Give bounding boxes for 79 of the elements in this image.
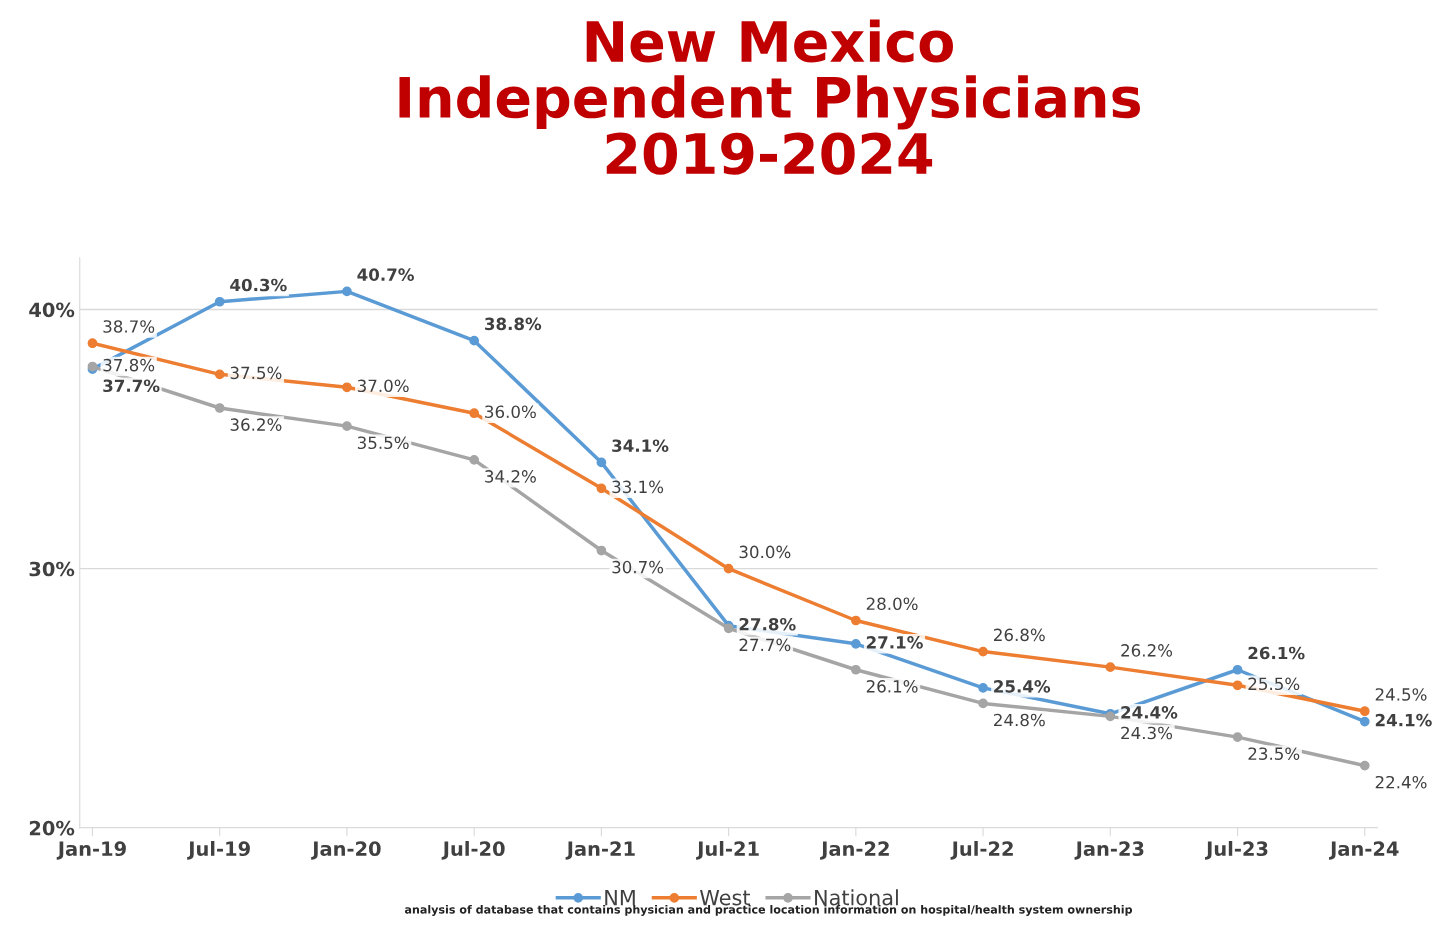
data-label: 37.0% bbox=[357, 379, 409, 393]
data-label: 22.4% bbox=[1375, 775, 1427, 789]
point bbox=[214, 369, 225, 380]
x-tick-label: Jul-20 bbox=[441, 841, 505, 860]
point bbox=[596, 545, 607, 556]
data-label: 27.1% bbox=[866, 636, 923, 649]
data-label: 30.7% bbox=[612, 560, 664, 574]
data-label: 37.7% bbox=[103, 379, 160, 393]
chart-title: New Mexico Independent Physicians 2019-2024 bbox=[399, 19, 1140, 175]
x-tick-label: Jan-21 bbox=[565, 841, 635, 860]
point bbox=[342, 421, 352, 432]
point bbox=[850, 615, 861, 626]
data-label: 38.8% bbox=[485, 317, 542, 331]
point bbox=[469, 454, 480, 465]
point bbox=[469, 335, 480, 346]
text: analysis of database that contains physician and practice location information on hospital/health system ownership bbox=[404, 905, 1133, 916]
point bbox=[723, 563, 734, 574]
data-label: 26.2% bbox=[1121, 644, 1173, 657]
data-label: 38.7% bbox=[103, 320, 155, 333]
data-label: 34.2% bbox=[485, 470, 536, 483]
data-label: 24.1% bbox=[1375, 713, 1432, 727]
x-tick-label: Jul-22 bbox=[950, 841, 1013, 860]
x-tick-label: Jul-23 bbox=[1205, 841, 1268, 860]
y-tick-label: 30% bbox=[29, 561, 75, 577]
data-label: 40.7% bbox=[357, 268, 414, 281]
data-label: 37.8% bbox=[103, 358, 155, 372]
point bbox=[978, 698, 988, 709]
point bbox=[469, 408, 480, 419]
point bbox=[978, 646, 988, 657]
point bbox=[1359, 760, 1370, 771]
data-label: 26.8% bbox=[994, 628, 1045, 642]
x-tick-label: Jan-19 bbox=[56, 841, 126, 860]
data-label: 26.1% bbox=[866, 680, 918, 693]
point bbox=[214, 403, 225, 413]
point bbox=[342, 382, 352, 393]
data-label: 24.8% bbox=[994, 713, 1045, 727]
data-label: 24.5% bbox=[1375, 688, 1427, 701]
point bbox=[1232, 680, 1243, 691]
point bbox=[1105, 662, 1116, 673]
data-label: 33.1% bbox=[612, 480, 664, 494]
data-label: 35.5% bbox=[357, 436, 409, 450]
data-label: 23.5% bbox=[1248, 747, 1300, 760]
x-tick-label: Jan-20 bbox=[311, 841, 381, 860]
x-tick-label: Jul-19 bbox=[187, 841, 250, 860]
data-label: 40.3% bbox=[230, 278, 287, 292]
y-tick-label: 40% bbox=[29, 302, 75, 318]
x-tick-label: Jan-23 bbox=[1074, 841, 1144, 860]
data-label: 36.0% bbox=[485, 405, 536, 419]
data-label: 25.4% bbox=[994, 680, 1051, 693]
legend-label: NM bbox=[605, 889, 635, 906]
point bbox=[850, 638, 861, 649]
point bbox=[87, 338, 98, 349]
legend-label: West bbox=[700, 889, 751, 906]
x-tick-label: Jul-21 bbox=[696, 841, 759, 860]
point bbox=[596, 457, 607, 468]
data-label: 28.0% bbox=[866, 597, 918, 611]
data-label: 24.3% bbox=[1121, 726, 1173, 740]
point bbox=[214, 296, 225, 307]
data-label: 26.1% bbox=[1248, 646, 1305, 660]
point bbox=[1232, 664, 1243, 675]
x-tick-label: Jan-24 bbox=[1329, 841, 1399, 860]
data-label: 36.2% bbox=[230, 418, 282, 431]
point bbox=[1232, 732, 1243, 742]
legend-label: National bbox=[815, 889, 898, 906]
point bbox=[978, 683, 988, 693]
data-label: 30.0% bbox=[739, 545, 791, 559]
point bbox=[342, 286, 352, 297]
point bbox=[596, 483, 607, 494]
data-label: 37.5% bbox=[230, 366, 282, 380]
data-label: 25.5% bbox=[1248, 677, 1300, 691]
point bbox=[1359, 706, 1370, 717]
data-label: 27.8% bbox=[739, 617, 796, 631]
x-tick-label: Jan-22 bbox=[820, 841, 889, 860]
y-tick-label: 20% bbox=[29, 820, 75, 836]
data-label: 34.1% bbox=[612, 439, 669, 452]
data-label: 24.4% bbox=[1121, 706, 1178, 719]
point bbox=[1359, 716, 1370, 727]
point bbox=[850, 664, 861, 675]
data-label: 27.7% bbox=[739, 638, 791, 652]
